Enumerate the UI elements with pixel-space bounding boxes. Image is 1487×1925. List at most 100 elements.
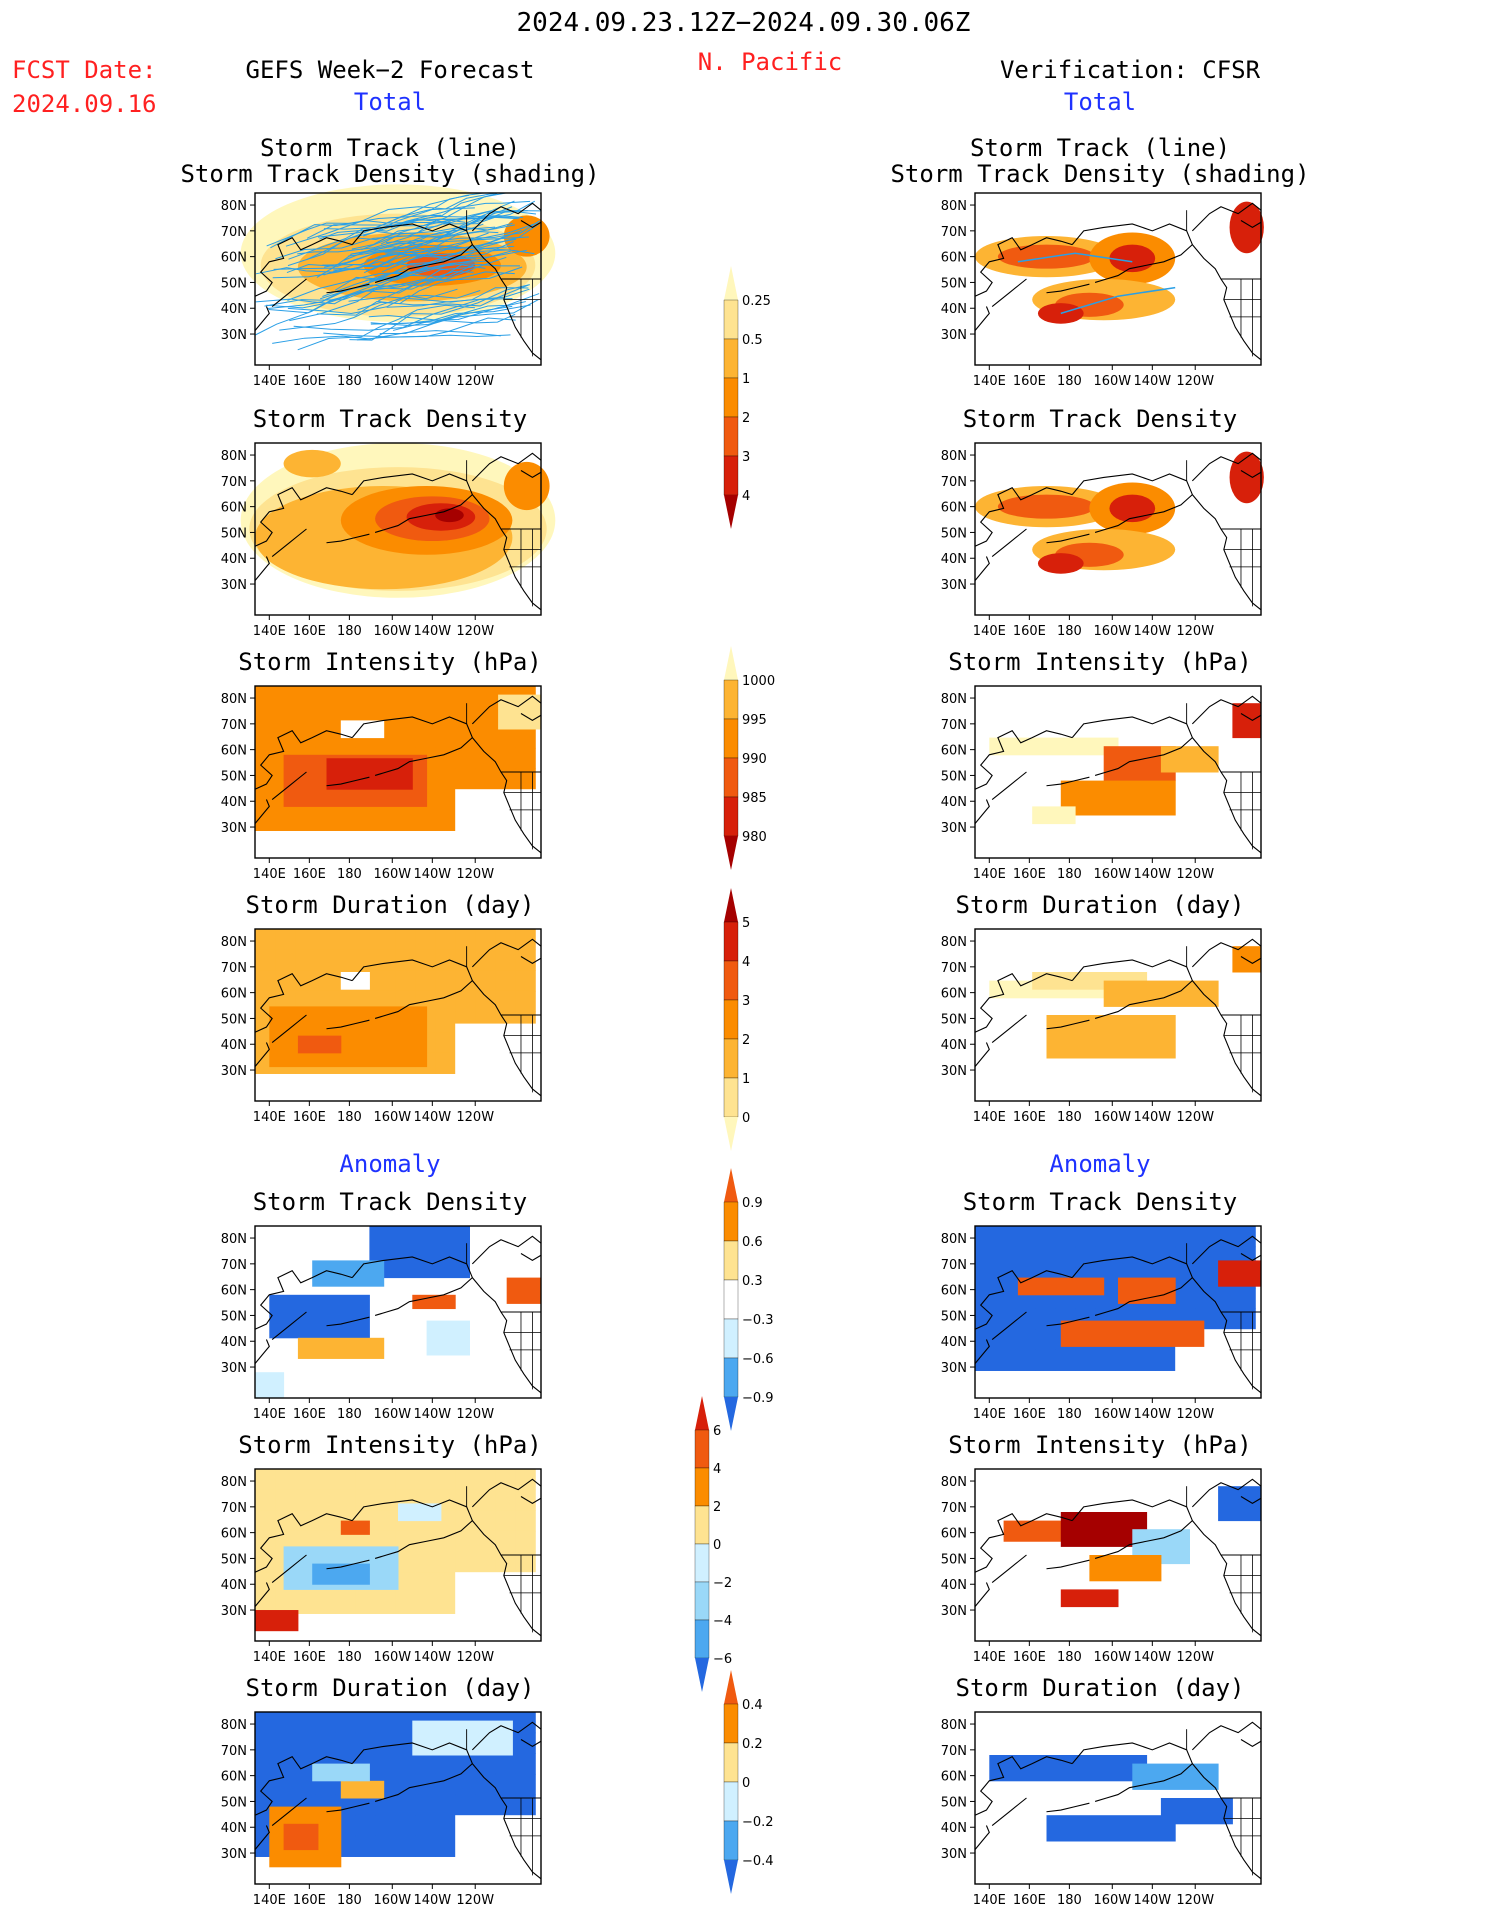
lat-tick-label: 60N xyxy=(941,251,967,266)
lat-tick-label: 30N xyxy=(221,1847,247,1862)
lat-tick-label: 70N xyxy=(221,1501,247,1516)
colorbar-tick-label: 0 xyxy=(742,1776,750,1791)
grid-cell xyxy=(275,686,296,708)
lat-tick-label: 80N xyxy=(941,1475,967,1490)
grid-cell xyxy=(335,809,356,831)
lon-tick-label: 160E xyxy=(293,1893,326,1908)
colorbar-tick-label: 2 xyxy=(742,411,750,426)
density-contour xyxy=(997,494,1096,519)
grid-cell xyxy=(455,949,476,971)
coastline xyxy=(351,716,474,776)
fcst-anom-duration-title: Storm Duration (day) xyxy=(245,1674,535,1702)
lon-tick-label: 180 xyxy=(1057,624,1082,639)
density-contour xyxy=(1229,451,1264,504)
grid-cell xyxy=(375,809,396,831)
verif-intensity-map: 80N 70N 60N 50N 40N 30N 140E 160E 180 160W 140W 120… xyxy=(941,685,1262,882)
coastline xyxy=(1071,959,1194,1019)
density-contour xyxy=(503,461,550,511)
map-frame xyxy=(974,685,1262,859)
grid-cell xyxy=(455,929,476,951)
coastline xyxy=(254,1270,353,1330)
grid-cell xyxy=(515,1510,536,1532)
grid-cell xyxy=(395,949,416,971)
grid-cell xyxy=(1232,703,1262,739)
coastline xyxy=(254,730,353,790)
coastline xyxy=(991,771,1027,800)
grid-cell xyxy=(1046,1015,1176,1059)
grid-cell xyxy=(435,789,456,811)
storm-track-line xyxy=(393,304,531,331)
colorbar-segment xyxy=(724,888,738,922)
lon-tick-label: 140E xyxy=(253,867,286,882)
lon-tick-label: 140E xyxy=(973,1893,1006,1908)
coastline xyxy=(1046,533,1090,544)
colorbar-segment xyxy=(723,921,739,962)
grid-cell xyxy=(335,1732,356,1754)
colorbar-tick-label: 980 xyxy=(742,830,767,845)
storm-track-line xyxy=(268,270,474,314)
coastline xyxy=(974,487,1073,547)
lon-tick-label: 140W xyxy=(413,867,451,882)
grid-cell xyxy=(435,809,456,831)
grid-cell xyxy=(495,1530,516,1553)
grid-cell xyxy=(335,686,356,708)
grid-cell xyxy=(495,1489,516,1511)
grid-cell xyxy=(1095,1246,1116,1268)
grid-cell xyxy=(455,686,476,708)
grid-cell xyxy=(315,1592,336,1614)
grid-cell xyxy=(340,972,370,990)
colorbar-tick-label: 4 xyxy=(742,489,750,504)
lon-tick-label: 140E xyxy=(973,1407,1006,1422)
grid-cell xyxy=(315,970,336,992)
grid-cell xyxy=(1155,1226,1176,1248)
coastline xyxy=(1191,452,1262,482)
grid-cell xyxy=(415,1815,436,1837)
grid-cell xyxy=(355,1712,376,1734)
lon-tick-label: 160W xyxy=(1093,624,1131,639)
grid-cell xyxy=(375,1835,396,1857)
storm-track-line xyxy=(272,330,501,344)
storm-track-line xyxy=(255,266,448,336)
fcst-density-map: 80N 70N 60N 50N 40N 30N 140E 160E 180 160W 140W 120… xyxy=(221,442,556,639)
grid-cell xyxy=(475,1530,496,1553)
grid-cell xyxy=(340,1520,370,1535)
grid-cell xyxy=(255,1469,276,1491)
grid-cell xyxy=(255,1372,285,1399)
coastline xyxy=(520,1496,542,1505)
lat-tick-label: 60N xyxy=(941,1527,967,1542)
grid-cell xyxy=(1115,1246,1136,1268)
lat-tick-label: 30N xyxy=(941,1847,967,1862)
lat-tick-label: 30N xyxy=(221,578,247,593)
coastline xyxy=(520,220,542,229)
lat-tick-label: 70N xyxy=(941,961,967,976)
grid-cell xyxy=(1060,1320,1205,1347)
grid-cell xyxy=(1035,1349,1056,1371)
coastline xyxy=(271,771,307,800)
lat-tick-label: 40N xyxy=(221,1335,247,1350)
grid-cell xyxy=(1215,1287,1236,1310)
coastline xyxy=(974,306,990,331)
grid-cell xyxy=(435,970,456,992)
coastline xyxy=(991,1797,1027,1826)
grid-cell xyxy=(375,1510,396,1532)
grid-cell xyxy=(415,1551,436,1573)
verif-track-map: 80N 70N 60N 50N 40N 30N 140E 160E 180 160W 140W 120… xyxy=(941,192,1264,389)
storm-track-line xyxy=(322,224,515,266)
lon-tick-label: 120W xyxy=(456,867,494,882)
colorbar-tick-label: 0 xyxy=(713,1538,721,1553)
coastline xyxy=(471,1721,542,1751)
storm-track-line xyxy=(357,192,506,241)
coastline xyxy=(991,1554,1027,1583)
colorbar-segment xyxy=(724,836,738,870)
grid-cell xyxy=(415,727,436,749)
lon-tick-label: 160W xyxy=(1093,1893,1131,1908)
grid-cell xyxy=(1075,1349,1096,1371)
lon-tick-label: 120W xyxy=(456,374,494,389)
grid-cell xyxy=(415,1794,436,1816)
fcst-track-line-title: Storm Track (line) xyxy=(259,134,521,162)
colorbar-tick-label: 0.5 xyxy=(742,333,763,348)
verif-anom-intensity-title: Storm Intensity (hPa) xyxy=(948,1431,1252,1459)
grid-cell xyxy=(315,727,336,749)
grid-cell xyxy=(1175,1287,1196,1310)
verif-anomaly-heading: Anomaly xyxy=(1049,1150,1151,1178)
